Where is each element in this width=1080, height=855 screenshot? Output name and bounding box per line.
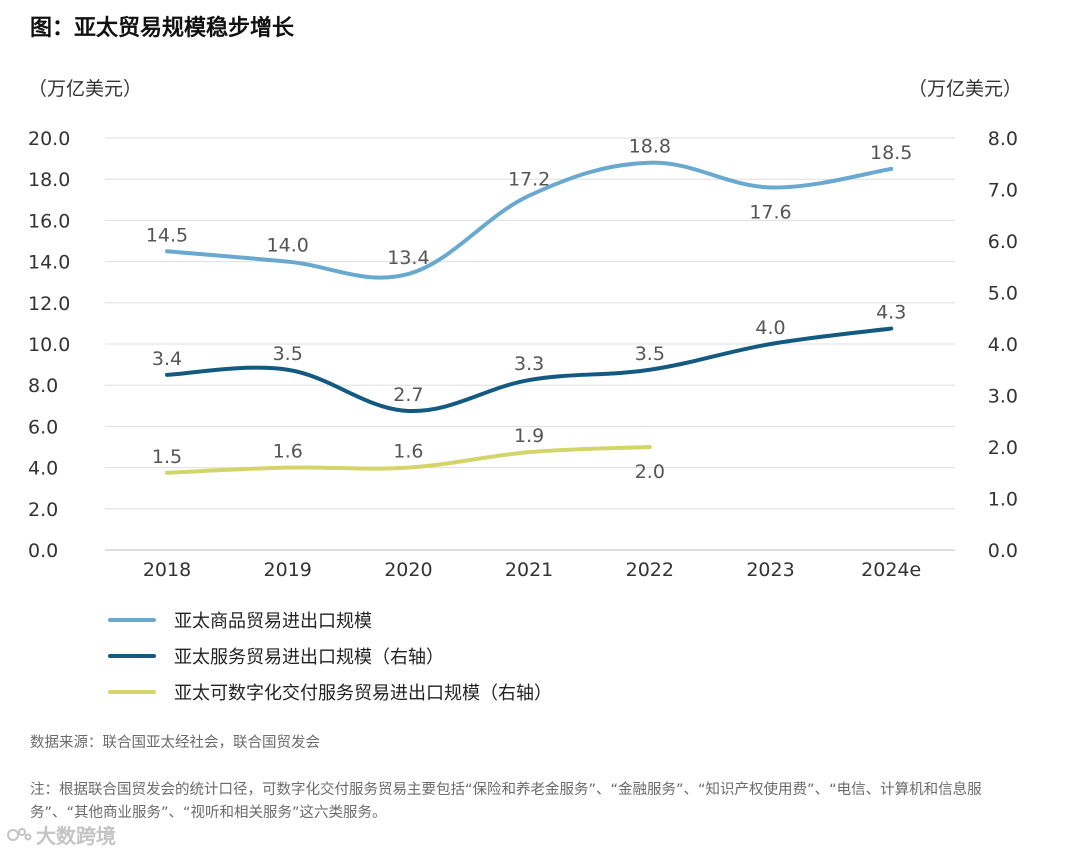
- series-lines: [165, 160, 894, 475]
- right-tick-label: 3.0: [988, 386, 1018, 408]
- footnote: 注：根据联合国贸发会的统计口径，可数字化交付服务贸易主要包括“保险和养老金服务”…: [30, 782, 982, 821]
- right-tick-label: 7.0: [988, 180, 1018, 202]
- left-tick-label: 6.0: [28, 416, 58, 438]
- right-tick-label: 5.0: [988, 283, 1018, 305]
- right-axis-unit: （万亿美元）: [908, 78, 1022, 100]
- watermark-text: 大数跨境: [36, 824, 116, 848]
- x-tick-label: 2019: [264, 559, 312, 581]
- x-tick-label: 2020: [384, 559, 432, 581]
- x-tick-label: 2021: [505, 559, 553, 581]
- legend-item-goods: 亚太商品贸易进出口规模: [108, 602, 552, 638]
- legend-item-digital: 亚太可数字化交付服务贸易进出口规模（右轴）: [108, 674, 552, 710]
- data-label: 18.5: [870, 142, 912, 164]
- series-line-0: [165, 160, 894, 280]
- grid-lines: [105, 137, 955, 551]
- legend: 亚太商品贸易进出口规模 亚太服务贸易进出口规模（右轴） 亚太可数字化交付服务贸易…: [108, 602, 552, 710]
- data-label: 3.4: [152, 348, 182, 370]
- left-tick-label: 0.0: [28, 540, 58, 562]
- right-axis-ticks: 0.0 1.0 2.0 3.0 4.0 5.0 6.0 7.0 8.0: [988, 128, 1018, 562]
- left-tick-label: 4.0: [28, 458, 58, 480]
- data-label: 1.6: [273, 441, 303, 463]
- data-labels: 14.5 14.0 13.4 17.2 18.8 17.6 18.5 3.4 3.5 2.7 3.3…: [146, 136, 913, 483]
- left-tick-label: 14.0: [28, 252, 70, 274]
- left-axis-unit: （万亿美元）: [28, 78, 142, 100]
- data-label: 4.3: [876, 302, 906, 324]
- right-tick-label: 4.0: [988, 334, 1018, 356]
- data-label: 3.5: [273, 343, 303, 365]
- legend-item-services: 亚太服务贸易进出口规模（右轴）: [108, 638, 552, 674]
- x-tick-label: 2023: [746, 559, 794, 581]
- x-tick-label: 2024e: [861, 559, 921, 581]
- series-line-2: [165, 445, 652, 475]
- right-tick-label: 1.0: [988, 489, 1018, 511]
- right-tick-label: 0.0: [988, 540, 1018, 562]
- data-label: 1.9: [514, 425, 544, 447]
- data-label: 4.0: [755, 317, 785, 339]
- legend-swatch-digital: [108, 690, 156, 694]
- data-label: 3.5: [635, 343, 665, 365]
- data-label: 13.4: [387, 247, 429, 269]
- data-label: 2.7: [393, 384, 423, 406]
- right-tick-label: 8.0: [988, 128, 1018, 150]
- left-tick-label: 18.0: [28, 169, 70, 191]
- legend-swatch-services: [108, 654, 156, 658]
- x-tick-label: 2022: [626, 559, 674, 581]
- legend-label-services: 亚太服务贸易进出口规模（右轴）: [174, 647, 444, 668]
- left-tick-label: 16.0: [28, 210, 70, 232]
- legend-label-digital: 亚太可数字化交付服务贸易进出口规模（右轴）: [174, 683, 552, 704]
- data-label: 17.2: [508, 169, 550, 191]
- legend-swatch-goods: [108, 618, 156, 622]
- data-label: 1.6: [393, 441, 423, 463]
- chart-title: 图：亚太贸易规模稳步增长: [30, 16, 295, 41]
- data-label: 14.5: [146, 224, 188, 246]
- left-tick-label: 12.0: [28, 293, 70, 315]
- data-label: 18.8: [629, 136, 671, 158]
- data-label: 2.0: [635, 461, 665, 483]
- data-label: 17.6: [749, 201, 791, 223]
- left-axis-ticks: 0.0 2.0 4.0 6.0 8.0 10.0 12.0 14.0 16.0 18.0 20.0: [28, 128, 70, 562]
- x-axis-ticks: 2018 2019 2020 2021 2022 2023 2024e: [143, 559, 921, 581]
- data-label: 1.5: [152, 446, 182, 468]
- watermark: 大数跨境: [6, 820, 116, 849]
- left-tick-label: 8.0: [28, 375, 58, 397]
- data-source: 数据来源：联合国亚太经社会，联合国贸发会: [30, 735, 320, 751]
- left-tick-label: 20.0: [28, 128, 70, 150]
- legend-label-goods: 亚太商品贸易进出口规模: [174, 611, 372, 632]
- right-tick-label: 6.0: [988, 231, 1018, 253]
- series-line-1: [165, 326, 894, 413]
- x-tick-label: 2018: [143, 559, 191, 581]
- right-tick-label: 2.0: [988, 437, 1018, 459]
- data-label: 3.3: [514, 353, 544, 375]
- line-chart: 0.02.04.06.08.010.012.014.016.018.020.0 …: [28, 78, 1022, 581]
- watermark-logo-icon: [7, 827, 32, 841]
- left-tick-label: 10.0: [28, 334, 70, 356]
- left-tick-label: 2.0: [28, 499, 58, 521]
- data-label: 14.0: [267, 235, 309, 257]
